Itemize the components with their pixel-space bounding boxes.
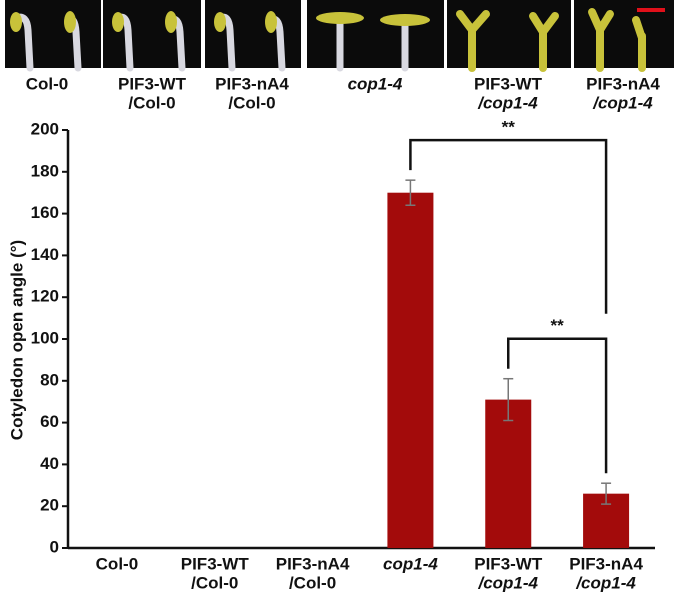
photo (307, 0, 444, 68)
significance-label: ** (551, 316, 565, 335)
y-tick-label: 160 (31, 203, 59, 222)
x-tick-label: Col-0 (96, 554, 139, 573)
seedling (529, 12, 559, 72)
photo (205, 0, 301, 68)
cotyledon (112, 12, 124, 32)
photo-label: /Col-0 (128, 93, 175, 112)
x-tick-label: PIF3-nA4 (276, 554, 350, 573)
cotyledon (64, 11, 76, 33)
bar (387, 192, 434, 548)
x-tick-label: PIF3-nA4 (569, 554, 643, 573)
cotyledon (214, 12, 226, 32)
cotyledon (265, 11, 277, 33)
cotyledon (165, 11, 177, 33)
x-tick-label: /Col-0 (191, 573, 238, 592)
photo-label: /cop1-4 (477, 93, 538, 112)
photo-label: PIF3-nA4 (215, 74, 289, 93)
photo-panel (5, 0, 674, 72)
bar (485, 399, 532, 548)
x-tick-label: cop1-4 (383, 554, 438, 573)
x-tick-label: PIF3-WT (474, 554, 543, 573)
photo-label: PIF3-WT (474, 74, 543, 93)
y-tick-label: 140 (31, 245, 59, 264)
y-tick-label: 200 (31, 119, 59, 138)
photo-label: /cop1-4 (592, 93, 653, 112)
cotyledon (316, 12, 364, 24)
significance-bracket (507, 337, 608, 474)
photo-label: PIF3-nA4 (586, 74, 660, 93)
x-tick-label: PIF3-WT (181, 554, 250, 573)
significance-label: ** (502, 118, 516, 137)
photo-label: /Col-0 (228, 93, 275, 112)
y-tick-label: 120 (31, 287, 59, 306)
photo-label: cop1-4 (348, 74, 403, 93)
seedling (588, 8, 614, 72)
y-tick-label: 40 (40, 454, 59, 473)
cotyledon (10, 12, 22, 32)
photo (447, 0, 571, 68)
cotyledon (380, 14, 430, 26)
photo (103, 0, 201, 68)
x-tick-label: /cop1-4 (575, 573, 636, 592)
photo-label: PIF3-WT (118, 74, 187, 93)
photo (5, 0, 101, 68)
seedling (456, 10, 490, 72)
x-tick-label: /cop1-4 (477, 573, 538, 592)
y-tick-label: 20 (40, 496, 59, 515)
y-tick-label: 60 (40, 412, 59, 431)
y-tick-label: 80 (40, 370, 59, 389)
seedling (632, 16, 646, 72)
y-axis-label: Cotyledon open angle (°) (7, 240, 26, 440)
y-tick-label: 100 (31, 328, 59, 347)
significance-bracket (409, 138, 608, 314)
photo-label: Col-0 (26, 74, 69, 93)
x-tick-label: /Col-0 (289, 573, 336, 592)
y-tick-label: 180 (31, 161, 59, 180)
y-tick-label: 0 (50, 537, 59, 556)
